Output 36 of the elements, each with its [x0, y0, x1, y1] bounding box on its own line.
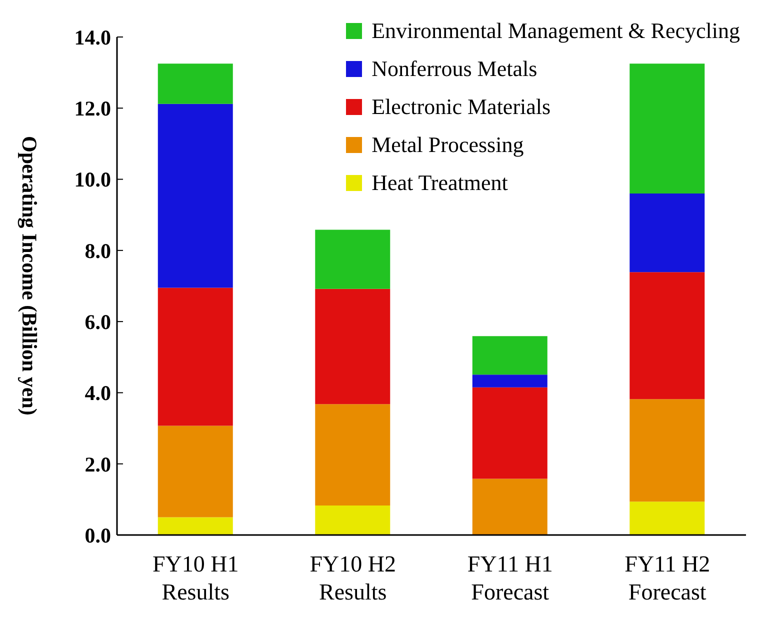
x-tick-label: FY10 H2 Results	[310, 552, 396, 604]
bar	[630, 64, 705, 194]
legend-label: Nonferrous Metals	[372, 56, 538, 82]
y-tick-label: 14.0	[74, 25, 111, 50]
y-tick-label: 2.0	[84, 452, 111, 476]
bar	[630, 194, 705, 272]
y-tick-label: 10.0	[74, 168, 111, 192]
bar	[158, 64, 233, 104]
y-axis-title: Operating Income (Billion yen)	[18, 136, 42, 416]
bar	[630, 502, 705, 535]
bar	[315, 288, 390, 404]
y-tick-label: 8.0	[84, 238, 111, 263]
bar	[158, 426, 233, 518]
bar	[472, 374, 548, 388]
bar	[630, 399, 705, 502]
bar	[158, 288, 233, 426]
bar	[315, 230, 390, 289]
bar	[158, 104, 233, 288]
bar	[315, 505, 390, 535]
y-tick-label: 4.0	[84, 381, 111, 406]
legend-label: Metal Processing	[372, 132, 524, 158]
bar	[158, 517, 233, 535]
bar	[315, 404, 390, 506]
legend-label: Heat Treatment	[372, 170, 508, 196]
x-tick-label: FY10 H1 Results	[152, 552, 239, 604]
bar	[472, 336, 548, 375]
x-tick-label: FY11 H2 Forecast	[624, 552, 710, 604]
legend-label: Environmental Management & Recycling	[372, 18, 740, 44]
x-tick-label: FY11 H1 Forecast	[467, 552, 553, 604]
legend-label: Electronic Materials	[372, 94, 551, 120]
y-tick-label: 6.0	[84, 310, 111, 334]
bar	[472, 387, 548, 479]
bar	[630, 272, 705, 400]
y-tick-label: 0.0	[84, 523, 111, 548]
bar	[472, 478, 548, 535]
y-tick-label: 12.0	[74, 96, 111, 121]
